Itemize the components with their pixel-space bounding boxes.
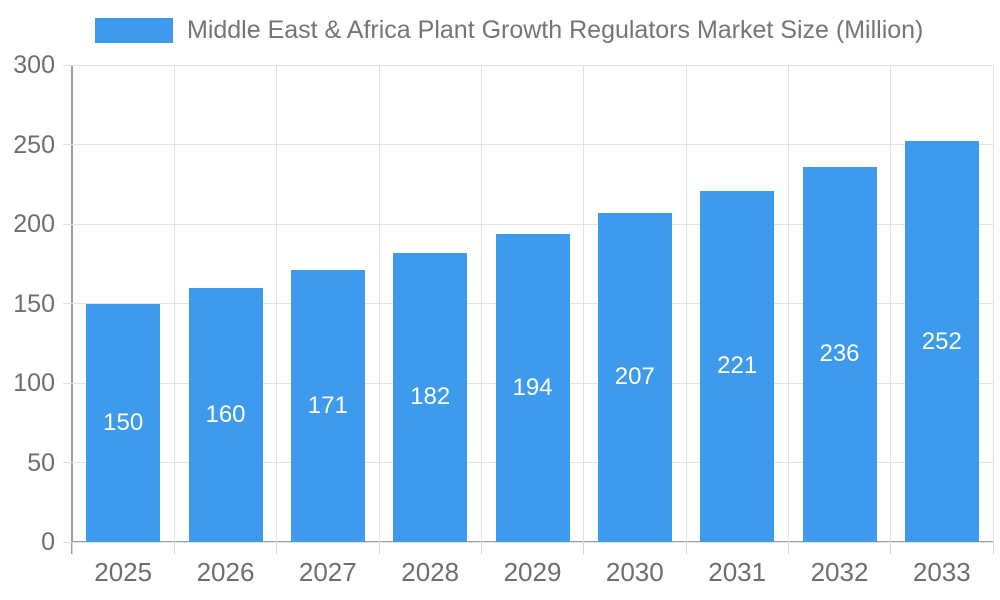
grid-line-vertical [583, 65, 585, 542]
bar[interactable]: 150 [86, 303, 161, 542]
grid-line-horizontal [72, 64, 993, 66]
y-tick-label: 100 [13, 369, 55, 397]
x-axis-tick [378, 542, 380, 554]
grid-line-vertical [173, 65, 175, 542]
x-axis-tick [685, 542, 687, 554]
y-axis-tick [63, 541, 72, 543]
grid-line-vertical [890, 65, 892, 542]
y-tick-label: 300 [13, 51, 55, 79]
bar[interactable]: 236 [802, 166, 877, 542]
grid-line-vertical [480, 65, 482, 542]
x-tick-label: 2026 [196, 557, 255, 587]
bar[interactable]: 194 [495, 233, 570, 542]
x-axis-tick [276, 542, 278, 554]
y-tick-label: 0 [41, 528, 55, 556]
bar-value-label: 150 [103, 408, 144, 436]
x-axis-tick [890, 542, 892, 554]
x-tick-label: 2027 [298, 557, 357, 587]
x-tick-label: 2025 [94, 557, 153, 587]
plot-area: 0 50 100 150 200 250 300 2025 2026 2027 2028 2029 20… [13, 51, 994, 587]
bar-value-label: 252 [921, 327, 962, 355]
bar-value-label: 182 [410, 383, 451, 411]
bar[interactable]: 171 [290, 270, 365, 542]
y-axis-tick [63, 223, 72, 225]
y-axis-tick [63, 303, 72, 304]
y-tick-label: 50 [27, 448, 55, 477]
grid-line-horizontal [72, 223, 993, 225]
x-axis-tick [71, 542, 73, 554]
x-tick-label: 2033 [912, 557, 971, 587]
bar-value-label: 236 [819, 340, 860, 368]
legend-item[interactable]: Middle East & Africa Plant Growth Regula… [95, 16, 923, 45]
y-axis-tick [63, 462, 72, 463]
bar[interactable]: 252 [904, 141, 979, 542]
x-tick-label: 2032 [810, 557, 869, 587]
x-tick-label: 2031 [708, 557, 767, 587]
grid-line-horizontal [72, 144, 993, 145]
bar[interactable]: 160 [188, 287, 263, 542]
chart-title: Middle East & Africa Plant Growth Regula… [187, 16, 924, 44]
y-axis-tick [63, 382, 72, 384]
grid-line-vertical [992, 65, 994, 542]
legend-swatch [95, 18, 173, 43]
y-tick-label: 150 [13, 289, 55, 318]
bar-value-label: 194 [512, 373, 553, 401]
x-tick-label: 2029 [503, 557, 562, 587]
x-axis-tick [787, 542, 789, 554]
x-axis-tick [173, 542, 175, 554]
bar-value-label: 171 [307, 392, 348, 420]
grid-line-vertical [378, 65, 380, 542]
x-axis-tick [992, 542, 994, 554]
bar[interactable]: 221 [700, 190, 775, 542]
y-axis-tick [63, 144, 72, 145]
grid-line-vertical [685, 65, 687, 542]
x-axis-tick [583, 542, 585, 554]
bar[interactable]: 182 [393, 252, 468, 542]
grid-line-horizontal [72, 541, 993, 543]
bar-value-label: 207 [614, 363, 655, 391]
bar-value-label: 221 [717, 352, 758, 380]
bar[interactable]: 207 [597, 212, 672, 542]
y-axis-line [71, 65, 73, 554]
x-tick-label: 2030 [605, 557, 664, 587]
y-tick-label: 200 [13, 210, 55, 238]
grid-line-vertical [276, 65, 278, 542]
y-axis-tick [63, 64, 72, 66]
y-tick-label: 250 [13, 130, 55, 159]
grid-line-vertical [787, 65, 789, 542]
x-axis-tick [480, 542, 482, 554]
x-tick-label: 2028 [401, 557, 460, 587]
bar-value-label: 160 [205, 400, 246, 428]
